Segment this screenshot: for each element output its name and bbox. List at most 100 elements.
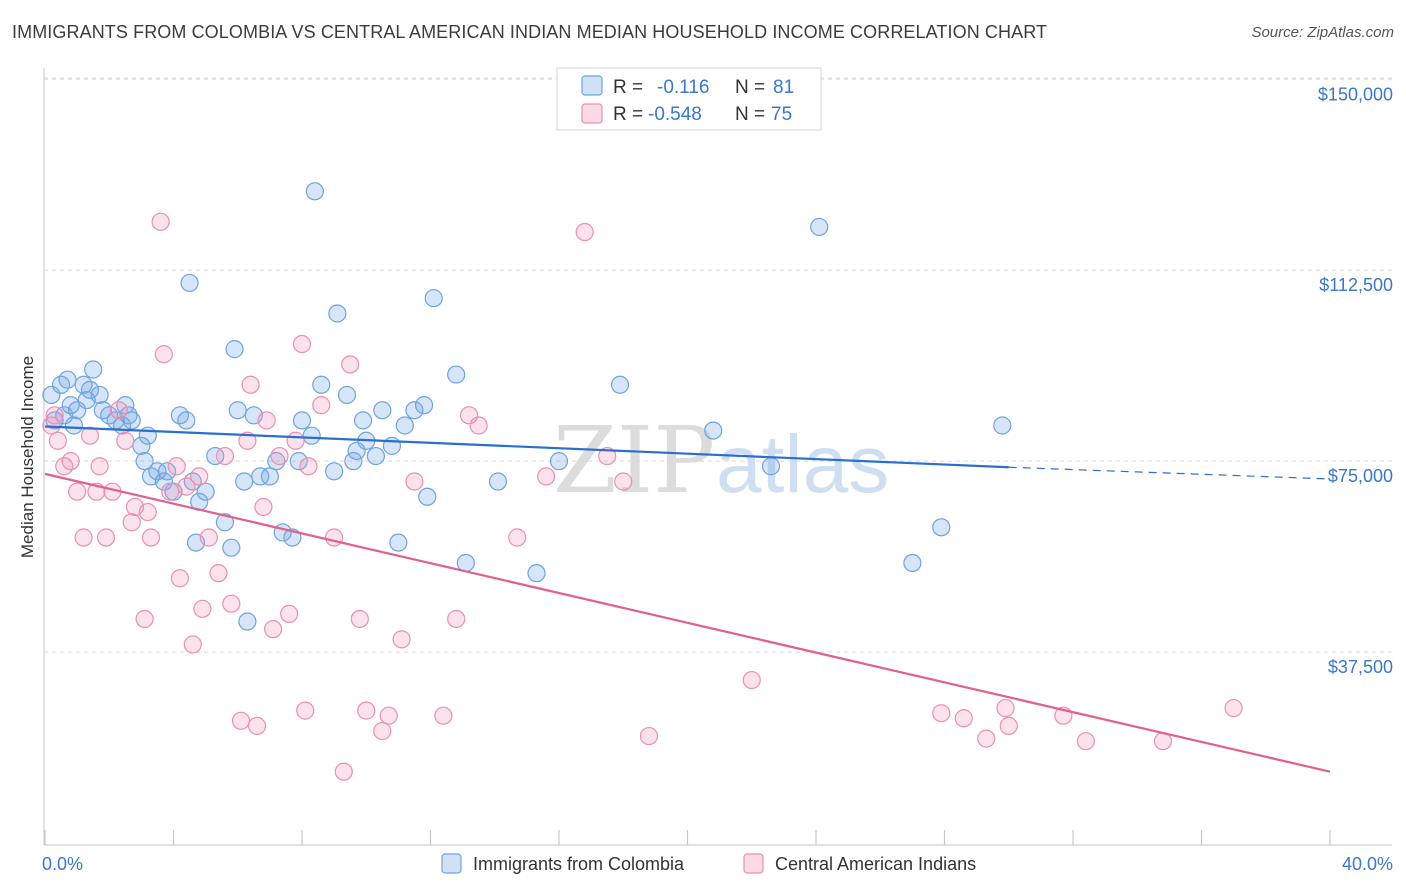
- point-central-american: [598, 446, 617, 466]
- point-central-american: [183, 635, 202, 654]
- point-central-american: [392, 630, 411, 649]
- point-central-american: [350, 609, 369, 629]
- chart-title: IMMIGRANTS FROM COLOMBIA VS CENTRAL AMER…: [12, 22, 1048, 42]
- stats-legend-box: [556, 67, 822, 131]
- point-central-american: [193, 599, 212, 618]
- point-colombia: [251, 467, 270, 486]
- point-central-american: [270, 446, 289, 466]
- point-colombia: [90, 385, 109, 405]
- point-central-american: [379, 706, 398, 725]
- point-central-american: [190, 467, 209, 486]
- point-central-american: [575, 222, 594, 242]
- point-colombia: [993, 416, 1012, 435]
- point-colombia: [68, 401, 87, 420]
- point-colombia: [395, 416, 414, 435]
- point-colombia: [135, 452, 154, 471]
- point-central-american: [405, 472, 424, 491]
- point-central-american: [292, 334, 312, 354]
- point-colombia: [157, 462, 177, 481]
- legend-swatch-pink: [581, 103, 603, 124]
- legend-r-value-blue: -0.116: [657, 77, 709, 98]
- point-central-american: [280, 604, 299, 623]
- point-colombia: [610, 375, 630, 394]
- point-central-american: [296, 701, 315, 720]
- point-central-american: [999, 716, 1018, 735]
- point-colombia: [405, 401, 424, 420]
- point-colombia: [122, 411, 141, 430]
- legend-swatch-blue: [581, 75, 603, 96]
- point-colombia: [289, 452, 308, 471]
- point-central-american: [537, 467, 556, 486]
- point-central-american: [135, 609, 154, 629]
- point-colombia: [549, 452, 569, 471]
- point-colombia: [447, 365, 466, 384]
- point-central-american: [459, 406, 479, 425]
- point-central-american: [48, 431, 67, 450]
- watermark: ZIP atlas: [553, 407, 889, 514]
- trend-line-central-american: [44, 472, 1331, 773]
- point-colombia: [389, 533, 408, 552]
- point-colombia: [148, 462, 167, 481]
- point-central-american: [639, 726, 659, 746]
- point-central-american: [170, 569, 190, 588]
- point-colombia: [414, 396, 434, 415]
- point-colombia: [215, 513, 234, 532]
- point-colombia: [196, 482, 215, 501]
- point-colombia: [373, 401, 392, 420]
- y-tick-label: $37,500: [1328, 657, 1393, 677]
- point-central-american: [45, 406, 64, 425]
- point-central-american: [90, 457, 109, 476]
- y-tick-labels: $37,500 $75,000 $112,500 $150,000: [1318, 84, 1393, 677]
- point-colombia: [267, 452, 286, 471]
- point-colombia: [418, 487, 437, 506]
- point-central-american: [109, 401, 128, 420]
- series-legend: Immigrants from Colombia Central America…: [441, 853, 976, 874]
- legend-n-value-pink: 75: [771, 104, 792, 125]
- y-tick-label: $75,000: [1328, 466, 1393, 486]
- point-colombia: [527, 564, 546, 583]
- legend-n-value-blue: 81: [773, 77, 794, 98]
- point-colombia: [366, 446, 385, 466]
- trend-lines: [44, 425, 1331, 773]
- point-central-american: [1076, 732, 1095, 751]
- point-central-american: [167, 457, 186, 476]
- point-central-american: [373, 721, 392, 741]
- point-colombia: [347, 441, 366, 461]
- point-central-american: [209, 564, 228, 583]
- point-colombia: [810, 217, 829, 237]
- series-colombia-points: [42, 182, 1012, 631]
- point-central-american: [932, 704, 951, 723]
- point-central-american: [241, 375, 260, 394]
- point-colombia: [704, 421, 723, 440]
- point-colombia: [312, 375, 331, 394]
- point-colombia: [302, 426, 321, 445]
- legend-label-central-american: Central American Indians: [775, 854, 976, 874]
- point-central-american: [742, 670, 761, 690]
- point-colombia: [238, 612, 257, 631]
- point-central-american: [508, 528, 527, 547]
- point-colombia: [119, 406, 138, 425]
- point-central-american: [215, 446, 234, 466]
- trend-line-colombia-extension: [1008, 466, 1331, 480]
- legend-r-value-pink: -0.548: [648, 104, 702, 125]
- legend-n-label-pink: N =: [735, 104, 765, 125]
- point-colombia: [228, 401, 247, 420]
- legend-label-colombia: Immigrants from Colombia: [473, 854, 685, 874]
- trend-line-colombia: [44, 425, 1009, 469]
- point-central-american: [286, 431, 305, 450]
- point-central-american: [42, 416, 61, 435]
- point-central-american: [141, 528, 161, 547]
- y-tick-label: $112,500: [1319, 275, 1393, 295]
- point-colombia: [206, 446, 225, 466]
- point-colombia: [235, 472, 254, 491]
- point-colombia: [305, 182, 324, 201]
- point-central-american: [996, 698, 1015, 718]
- point-central-american: [614, 472, 633, 491]
- point-colombia: [328, 304, 347, 323]
- legend-swatch-central-american: [743, 853, 764, 874]
- y-tick-label: $150,000: [1318, 84, 1393, 104]
- series-central-american-points: [42, 212, 1243, 781]
- point-central-american: [122, 513, 141, 532]
- gridlines: [44, 77, 1392, 653]
- point-colombia: [84, 360, 103, 379]
